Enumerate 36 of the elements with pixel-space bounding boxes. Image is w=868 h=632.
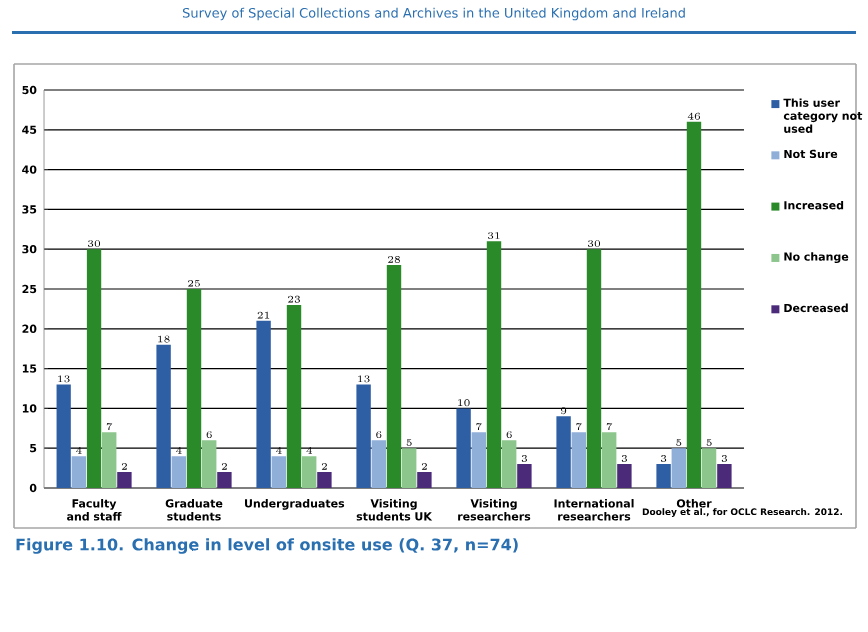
bar bbox=[586, 249, 602, 488]
bar bbox=[517, 464, 532, 488]
bar bbox=[371, 440, 387, 488]
bar bbox=[402, 448, 417, 488]
bar bbox=[656, 464, 671, 488]
bar bbox=[102, 432, 117, 488]
bar bbox=[717, 464, 732, 488]
bar bbox=[86, 249, 102, 488]
bar bbox=[256, 320, 271, 488]
bar bbox=[456, 408, 471, 488]
bar bbox=[502, 440, 517, 488]
text: Figure 1.10. Change in level of onsite use (Q. 37, n=74) bbox=[16, 538, 518, 554]
bar bbox=[571, 432, 586, 488]
bar bbox=[171, 456, 187, 488]
bar bbox=[556, 416, 571, 488]
bar bbox=[356, 384, 371, 488]
bar bbox=[117, 472, 132, 488]
bar bbox=[156, 344, 171, 488]
bar bbox=[71, 456, 87, 488]
bar bbox=[386, 265, 402, 488]
bar bbox=[302, 456, 317, 488]
bar bbox=[202, 440, 217, 488]
bar bbox=[686, 121, 702, 488]
bar bbox=[217, 472, 232, 488]
bar bbox=[602, 432, 617, 488]
bar bbox=[671, 448, 686, 488]
bar bbox=[617, 464, 632, 488]
bar bbox=[271, 456, 287, 488]
bar bbox=[317, 472, 332, 488]
bar bbox=[56, 384, 71, 488]
bar bbox=[701, 448, 717, 488]
bar bbox=[186, 288, 202, 488]
bar bbox=[286, 304, 302, 488]
bar bbox=[486, 241, 502, 488]
bar bbox=[471, 432, 486, 488]
bar bbox=[417, 472, 432, 488]
